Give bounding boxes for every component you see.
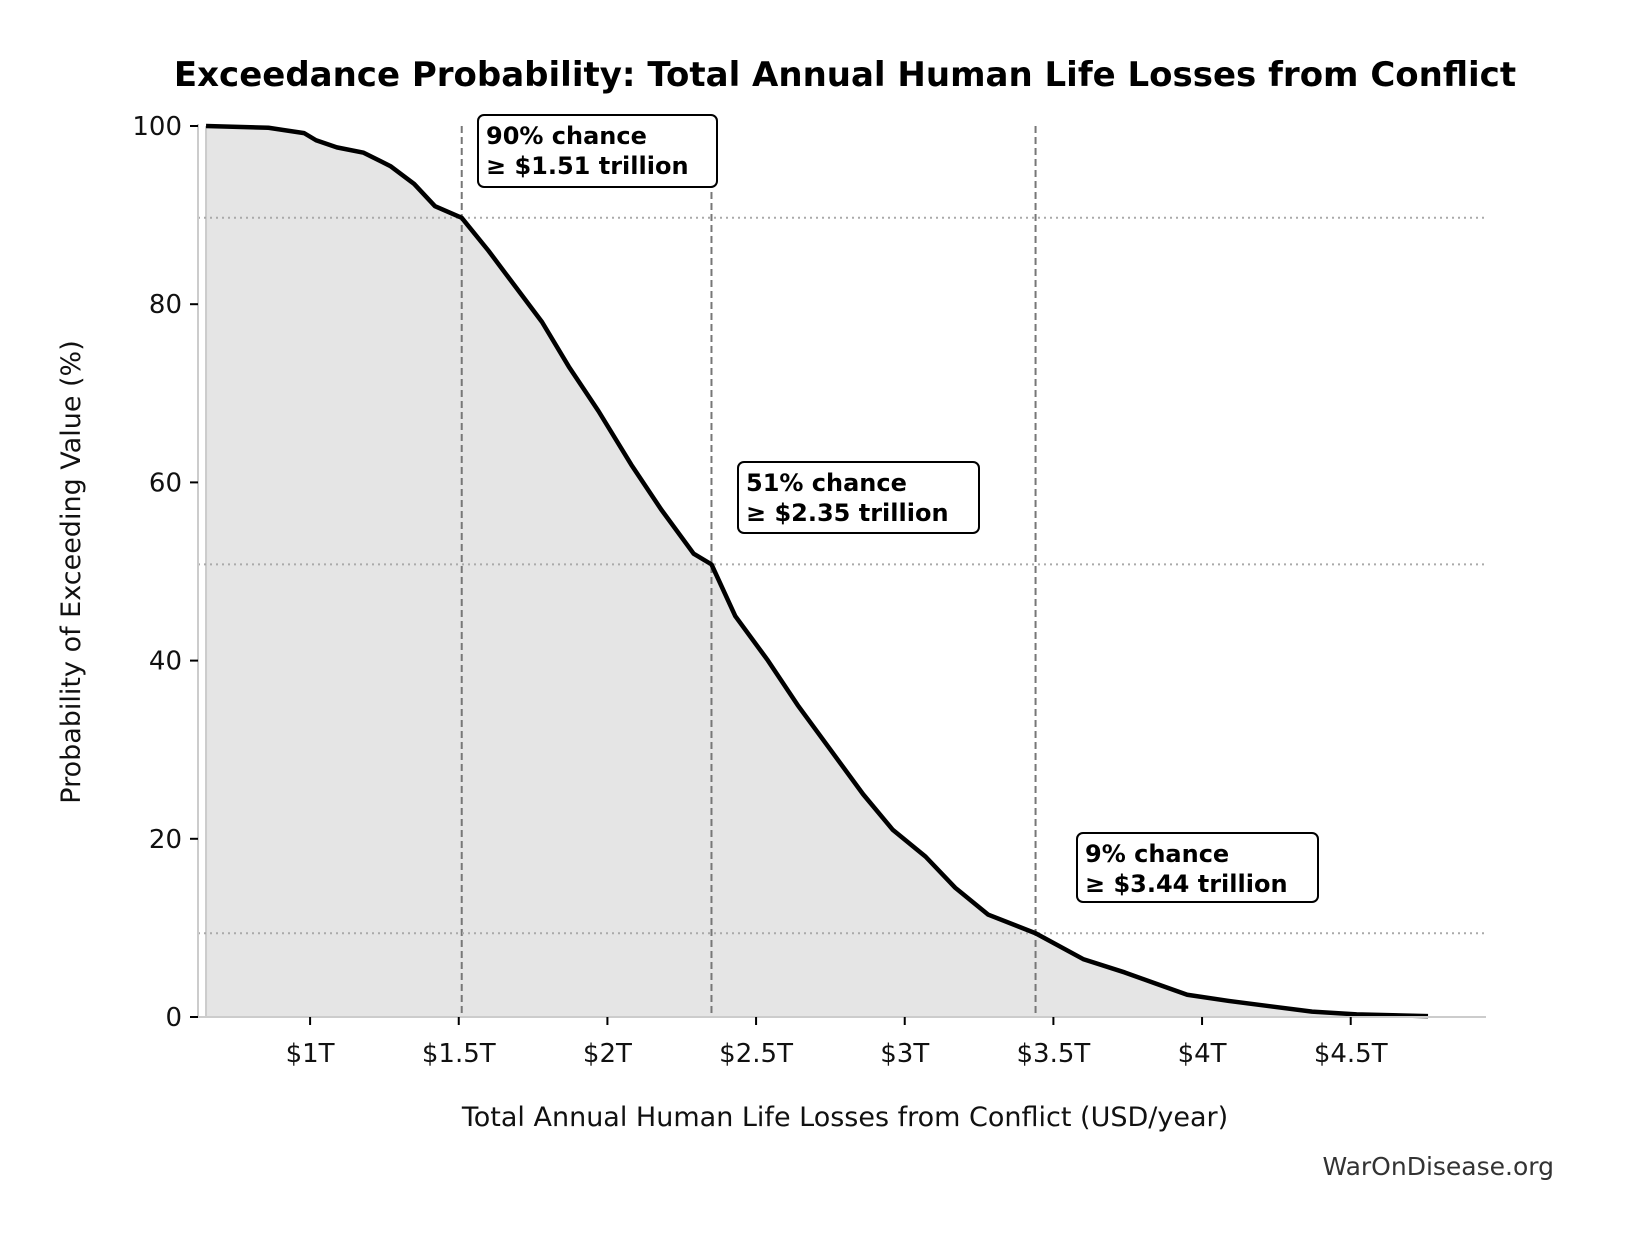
y-tick-label: 80 [149, 290, 182, 320]
annotation-value: ≥ $3.44 trillion [1085, 870, 1288, 898]
x-tick-label: $3.5T [1017, 1039, 1091, 1069]
y-tick-label: 100 [132, 112, 182, 142]
y-tick-label: 20 [149, 825, 182, 855]
chart-title: Exceedance Probability: Total Annual Hum… [174, 55, 1516, 95]
exceedance-curve [205, 123, 1429, 1019]
annotation-box [477, 114, 718, 188]
y-tick-label: 60 [149, 468, 182, 498]
x-tick-label: $1T [286, 1039, 335, 1069]
annotation-box [1076, 832, 1319, 903]
x-tick-label: $4T [1178, 1039, 1227, 1069]
annotation-box [737, 461, 980, 534]
annotation-probability: 51% chance [746, 469, 907, 497]
watermark: WarOnDisease.org [1322, 1152, 1554, 1181]
x-tick-label: $1.5T [422, 1039, 496, 1069]
y-tick-label: 40 [149, 647, 182, 677]
exceedance-area [206, 126, 1429, 1017]
annotation-probability: 9% chance [1085, 840, 1229, 868]
x-tick-label: $2.5T [719, 1039, 793, 1069]
y-tick-label: 0 [165, 1003, 182, 1033]
x-tick-label: $4.5T [1314, 1039, 1388, 1069]
x-tick-label: $3T [880, 1039, 929, 1069]
y-axis-label: Probability of Exceeding Value (%) [56, 340, 87, 803]
annotation-value: ≥ $1.51 trillion [486, 152, 689, 180]
annotation-value: ≥ $2.35 trillion [746, 499, 949, 527]
x-axis-label: Total Annual Human Life Losses from Conf… [461, 1102, 1228, 1133]
annotation-probability: 90% chance [486, 122, 647, 150]
x-tick-label: $2T [583, 1039, 632, 1069]
plot-area: 0 20 40 60 80 100 $1T $1.5T $2T $2.5T $3T $3.5T $4T $… [132, 112, 1486, 1069]
